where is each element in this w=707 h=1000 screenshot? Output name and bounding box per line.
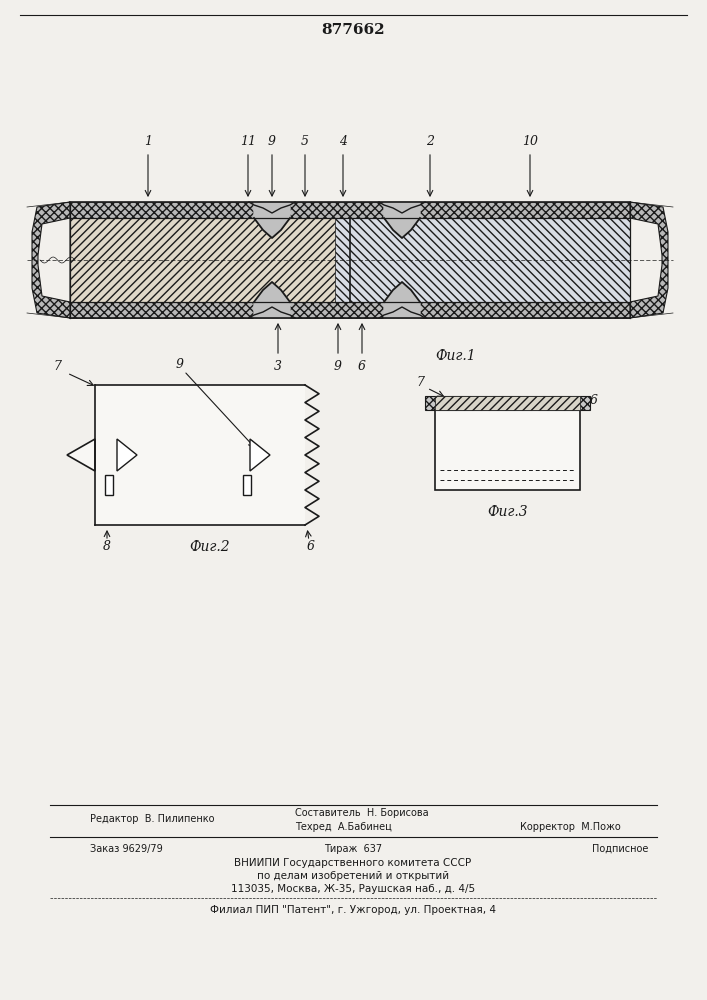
Text: 113035, Москва, Ж-35, Раушская наб., д. 4/5: 113035, Москва, Ж-35, Раушская наб., д. … [231, 884, 475, 894]
Bar [70, 202, 630, 218]
Bar [425, 396, 590, 410]
Polygon shape [254, 202, 290, 238]
Text: Фиг.3: Фиг.3 [487, 505, 528, 519]
Text: по делам изобретений и открытий: по делам изобретений и открытий [257, 871, 449, 881]
Text: 2: 2 [426, 135, 434, 148]
Text: Фиг.2: Фиг.2 [189, 540, 230, 554]
Text: 7: 7 [53, 360, 61, 373]
Text: 9: 9 [176, 359, 184, 371]
Text: 6: 6 [307, 540, 315, 554]
Polygon shape [117, 439, 137, 471]
Text: ВНИИПИ Государственного комитета СССР: ВНИИПИ Государственного комитета СССР [235, 858, 472, 868]
Text: 10: 10 [522, 135, 538, 148]
Bar [335, 218, 630, 302]
Text: 9: 9 [268, 135, 276, 148]
Text: Корректор  М.Пожо: Корректор М.Пожо [520, 822, 621, 832]
Polygon shape [630, 202, 668, 318]
Text: Фиг.1: Фиг.1 [435, 349, 476, 363]
Bar [70, 218, 365, 302]
Text: 3: 3 [274, 360, 282, 373]
Text: Редактор  В. Пилипенко: Редактор В. Пилипенко [90, 814, 214, 824]
Polygon shape [32, 202, 70, 318]
Polygon shape [384, 202, 420, 238]
Bar [435, 396, 580, 410]
Polygon shape [38, 218, 70, 302]
Polygon shape [250, 439, 270, 471]
Text: 877662: 877662 [321, 23, 385, 37]
Polygon shape [630, 218, 662, 302]
Polygon shape [254, 282, 290, 318]
Text: 6: 6 [358, 360, 366, 373]
Text: Заказ 9629/79: Заказ 9629/79 [90, 844, 163, 854]
Bar [70, 302, 630, 318]
Text: Филиал ПИП "Патент", г. Ужгород, ул. Проектная, 4: Филиал ПИП "Патент", г. Ужгород, ул. Про… [210, 905, 496, 915]
Text: 1: 1 [144, 135, 152, 148]
Text: 9: 9 [334, 360, 342, 373]
Text: Техред  А.Бабинец: Техред А.Бабинец [295, 822, 392, 832]
Text: 8: 8 [103, 540, 111, 554]
Text: 6: 6 [590, 393, 598, 406]
Text: 4: 4 [339, 135, 347, 148]
Polygon shape [67, 439, 95, 471]
Bar [95, 385, 305, 525]
Polygon shape [384, 282, 420, 318]
Text: 5: 5 [301, 135, 309, 148]
Bar [243, 475, 251, 495]
Text: 7: 7 [416, 375, 424, 388]
Text: Составитель  Н. Борисова: Составитель Н. Борисова [295, 808, 428, 818]
Text: Тираж  637: Тираж 637 [324, 844, 382, 854]
Bar [105, 475, 113, 495]
Text: 11: 11 [240, 135, 256, 148]
Bar [435, 410, 580, 490]
Text: Подписное: Подписное [592, 844, 648, 854]
